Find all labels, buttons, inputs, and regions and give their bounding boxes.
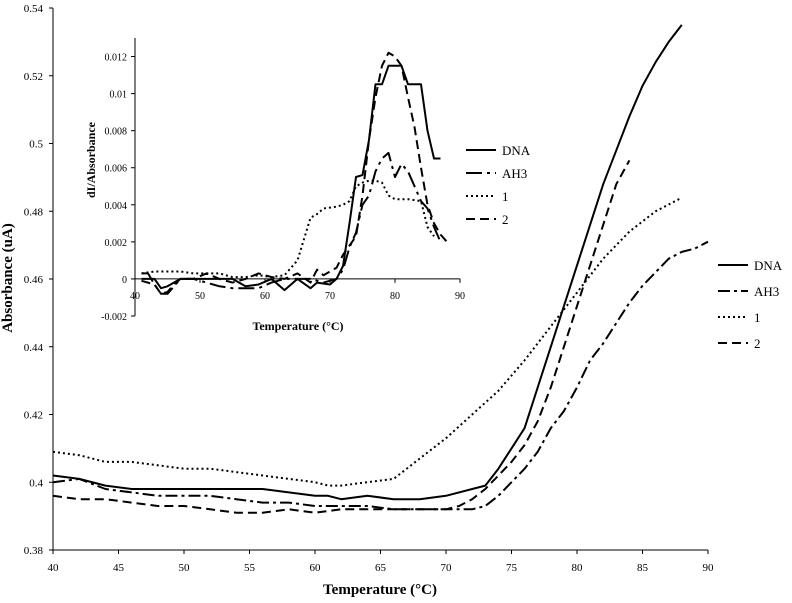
main-x-tick-label: 45 [113,562,125,574]
inset-legend-label: DNA [502,143,531,158]
main-x-tick-label: 50 [179,562,191,574]
inset-legend-label: 2 [502,212,509,227]
inset-x-tick-label: 40 [130,291,140,302]
main-x-tick-label: 70 [441,562,453,574]
main-legend-label: AH3 [754,284,779,299]
inset-x-tick-label: 70 [325,291,335,302]
main-x-tick-label: 55 [244,562,256,574]
main-x-tick-label: 80 [572,562,584,574]
main-y-tick-label: 0.4 [29,477,43,489]
inset-y-tick-label: 0.008 [105,127,128,138]
inset-axes: 40 50 60 70 80 90 -0.002 0 0.002 0.004 0.006 0.008 0… [101,38,465,323]
main-legend: DNA AH3 1 2 [718,258,783,351]
main-plot-area [52,24,709,514]
main-x-tick-label: 85 [637,562,649,574]
main-series-line-dna [52,24,683,501]
inset-x-tick-label: 80 [390,291,400,302]
main-y-tick-label: 0.46 [24,274,44,286]
inset-y-tick-label: 0.012 [105,53,128,64]
inset-chart: 40 50 60 70 80 90 -0.002 0 0.002 0.004 0.006 0.008 0… [84,38,531,333]
inset-x-axis-title: Temperature (°C) [252,319,343,333]
main-y-tick-label: 0.54 [24,3,44,15]
main-y-tick-label: 0.38 [24,545,44,557]
inset-legend-label: AH3 [502,166,527,181]
main-legend-label: 1 [754,310,761,325]
inset-y-tick-label: 0.004 [105,201,128,212]
inset-plot-area [141,51,448,295]
main-chart: 40 45 50 55 60 65 70 75 80 85 90 0.38 0.4 0.42 0.44 0.4… [0,3,783,598]
main-x-tick-label: 90 [703,562,715,574]
main-x-tick-label: 65 [375,562,387,574]
main-axes: 40 45 50 55 60 65 70 75 80 85 90 0.38 0.4 0.42 0.44 0.4… [24,3,714,574]
main-x-tick-label: 40 [48,562,60,574]
inset-y-tick-label: 0.01 [110,90,128,101]
inset-y-tick-label: 0 [122,275,127,286]
main-legend-label: DNA [754,258,783,273]
inset-x-tick-label: 50 [195,291,205,302]
main-x-tick-label: 75 [506,562,518,574]
inset-y-tick-label: 0.002 [105,238,128,249]
inset-series-line-2 [141,51,448,295]
inset-legend: DNA AH3 1 2 [466,143,531,227]
main-x-tick-label: 60 [310,562,322,574]
main-y-tick-label: 0.44 [24,342,44,354]
main-series-line-ah3 [52,240,709,511]
inset-y-axis-title: dI/Absorbance [84,121,98,198]
inset-y-tick-label: -0.002 [101,312,127,323]
inset-series-line-dna [141,64,441,292]
inset-x-tick-label: 90 [455,291,465,302]
inset-series-line-1 [141,179,435,279]
inset-x-tick-label: 60 [260,291,270,302]
main-y-axis-title: Absorbance (uA) [0,223,16,333]
main-x-axis-title: Temperature (°C) [323,582,437,598]
main-y-tick-label: 0.5 [29,139,43,151]
main-legend-label: 2 [754,336,761,351]
main-y-tick-label: 0.52 [24,71,43,83]
main-y-tick-label: 0.48 [24,206,44,218]
inset-legend-label: 1 [502,189,509,204]
main-series-line-2 [52,159,631,514]
main-y-tick-label: 0.42 [24,410,43,422]
main-series-line-1 [52,196,683,487]
inset-y-tick-label: 0.006 [105,164,128,175]
